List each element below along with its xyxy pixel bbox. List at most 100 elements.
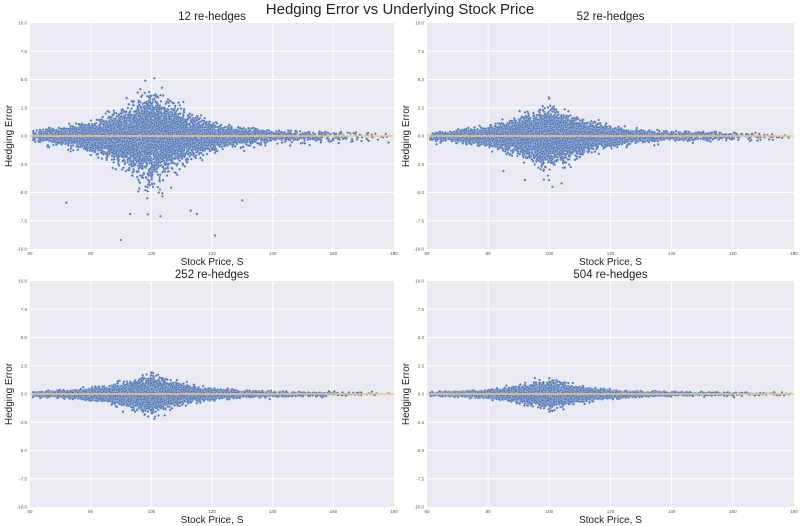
scatter-point [114,167,118,171]
scatter-point [208,120,212,124]
scatter-point [162,167,166,171]
scatter-point [146,213,150,216]
scatter-point [137,99,141,102]
scatter-point [201,153,205,157]
scatter-point [100,151,103,155]
scatter-point [169,186,173,189]
scatter-point [161,178,165,182]
scatter-point [148,183,152,187]
scatter-point [185,161,189,164]
scatter-point [149,94,153,98]
scatter-point [233,145,237,148]
scatter-point [175,173,179,177]
scatter-point [148,169,151,173]
scatter-point [35,129,38,132]
scatter-point [314,139,318,142]
scatter-point [89,119,93,122]
scatter-point [306,136,310,139]
scatter-point [337,141,340,145]
scatter-point [173,107,177,110]
scatter-point [105,158,108,162]
scatter-point [147,90,151,94]
scatter-point [151,185,155,189]
scatter-point [199,114,203,117]
scatter-point [178,159,181,163]
scatter-point [376,138,380,142]
scatter-point [156,102,160,106]
scatter-point [102,150,106,153]
scatter-point [137,178,140,181]
scatter-point [69,147,73,150]
scatter-point [190,157,193,161]
scatter-point [97,156,100,159]
scatter-point [346,131,350,134]
scatter-point [334,136,338,140]
scatter-point [156,173,160,176]
scatter-point [161,192,164,195]
scatter-point [276,142,279,145]
scatter-point [298,136,301,140]
scatter-point [151,98,154,102]
scatter-point [100,157,104,160]
scatter-point [294,129,297,133]
scatter-point [178,167,181,171]
scatter-point [114,117,118,120]
scatter-point [166,170,170,173]
scatter-point [256,141,259,145]
scatter-point [139,87,142,91]
figure-title: Hedging Error vs Underlying Stock Price [266,1,534,18]
scatter-point [47,145,51,149]
scatter-point [52,143,55,147]
scatter-point [374,132,377,135]
scatter-point [355,138,359,141]
scatter-point [146,189,149,193]
scatter-point [360,139,363,143]
scatter-point [303,139,306,142]
scatter-point [146,179,150,182]
scatter-point [188,154,192,158]
scatter-point [312,131,315,135]
scatter-point [174,104,177,108]
scatter-point [241,145,245,149]
scatter-point [158,173,162,177]
scatter-point [144,188,147,192]
scatter-point [135,175,139,179]
scatter-point [223,126,226,129]
scatter-point [138,174,142,177]
scatter-point [125,96,129,100]
scatter-point [165,174,169,177]
scatter-point [96,152,100,155]
scatter-point [178,104,181,107]
scatter-point [124,169,128,173]
scatter-point [247,126,250,130]
scatter-point [215,122,219,125]
scatter-point [231,143,235,146]
scatter-point [89,153,93,157]
scatter-point [158,178,161,182]
scatter-point [194,116,197,120]
scatter-point [106,109,109,113]
scatter-point [69,150,72,153]
scatter-point [67,122,71,125]
scatter-point [159,100,163,103]
scatter-point [348,132,352,135]
scatter-point [41,128,45,131]
scatter-point [225,144,229,147]
scatter-point [326,131,330,135]
scatter-point [161,94,165,97]
scatter-point [175,164,178,167]
scatter-point [168,99,172,103]
scatter-point [111,166,114,170]
scatter-point [157,191,161,194]
scatter-point [126,161,129,164]
scatter-point [110,158,114,161]
scatter-point [112,158,116,161]
scatter-point [170,167,174,170]
scatter-point [183,165,187,168]
scatter-point [166,98,170,101]
subplot-grid: 60 80 100 120 140 160 180-10.0-7.5-5.0-2.50.02… [4,11,798,526]
scatter-point [74,122,78,125]
scatter-point [140,112,144,115]
scatter-point [280,141,284,145]
